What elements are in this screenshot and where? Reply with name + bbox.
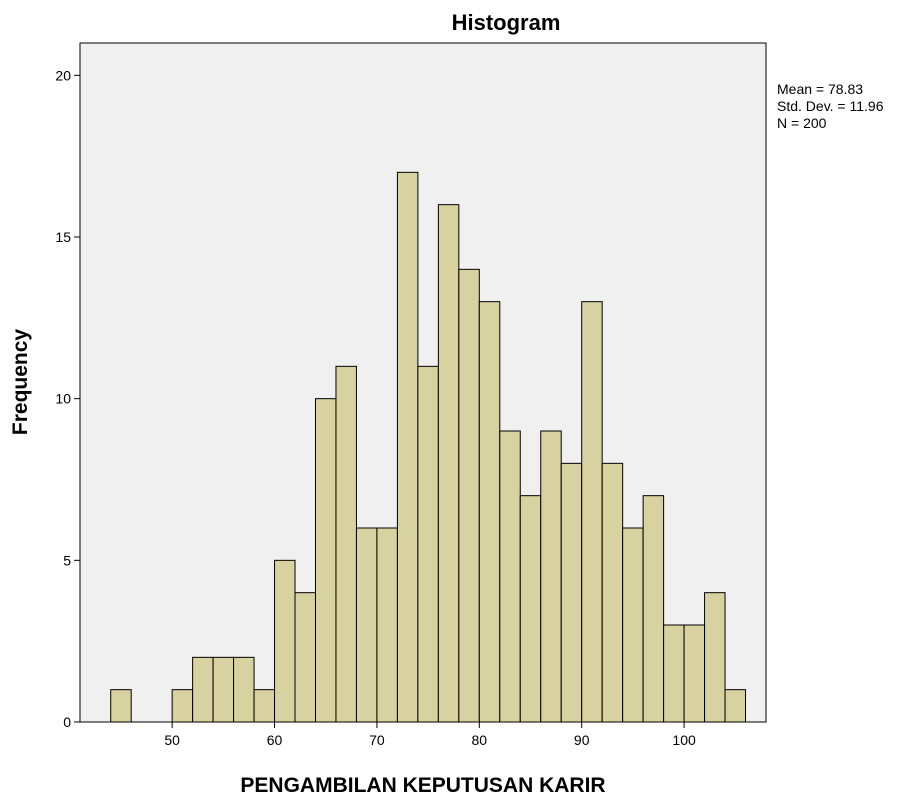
stat-mean: Mean = 78.83: [777, 81, 863, 97]
y-tick-label: 0: [63, 714, 71, 730]
x-tick-label: 90: [574, 732, 590, 748]
histogram-bar: [192, 656, 214, 723]
y-tick-label: 20: [55, 67, 71, 83]
histogram-bar: [396, 171, 419, 723]
x-axis-label: PENGAMBILAN KEPUTUSAN KARIR: [240, 774, 605, 797]
stats-box: Mean = 78.83 Std. Dev. = 11.96 N = 200: [777, 81, 884, 131]
x-tick-label: 70: [369, 732, 385, 748]
x-tick-label: 50: [164, 732, 180, 748]
histogram-bar: [314, 398, 337, 723]
histogram-bar: [110, 689, 132, 723]
histogram-bar: [355, 527, 378, 723]
histogram-bar: [294, 592, 316, 723]
histogram-bar: [622, 527, 644, 723]
histogram-bar: [519, 495, 542, 723]
histogram-bar: [478, 301, 501, 723]
y-axis: 0 5 10 15 20: [55, 67, 80, 730]
histogram-bar: [499, 430, 521, 723]
histogram-bar: [376, 527, 398, 723]
y-axis-label: Frequency: [9, 329, 32, 436]
x-axis: 50 60 70 80 90 100: [164, 722, 696, 748]
histogram-bar: [212, 656, 235, 723]
histogram-bar: [540, 430, 562, 723]
histogram-bar: [335, 365, 357, 723]
histogram-bar: [417, 365, 439, 723]
histogram-bar: [458, 268, 480, 723]
histogram-bar: [704, 592, 726, 723]
histogram-bar: [683, 624, 706, 723]
x-tick-label: 100: [672, 732, 696, 748]
histogram-bar: [560, 462, 583, 723]
histogram-bar: [663, 624, 685, 723]
histogram-bar: [171, 689, 194, 723]
histogram-bar: [642, 495, 665, 723]
histogram-bar: [274, 559, 296, 723]
histogram-bar: [601, 462, 624, 723]
histogram-bar: [233, 656, 255, 723]
histogram-bar: [437, 204, 460, 723]
y-tick-label: 15: [55, 229, 71, 245]
histogram-bar: [581, 301, 603, 723]
x-tick-label: 80: [472, 732, 488, 748]
histogram-bar: [253, 689, 276, 723]
stat-std-dev: Std. Dev. = 11.96: [777, 98, 884, 114]
y-tick-label: 10: [55, 391, 71, 407]
histogram-bar: [724, 689, 747, 723]
x-tick-label: 60: [267, 732, 283, 748]
y-tick-label: 5: [63, 552, 71, 568]
bars-group: [110, 171, 747, 723]
chart-title: Histogram: [452, 10, 561, 35]
stat-n: N = 200: [777, 115, 827, 131]
